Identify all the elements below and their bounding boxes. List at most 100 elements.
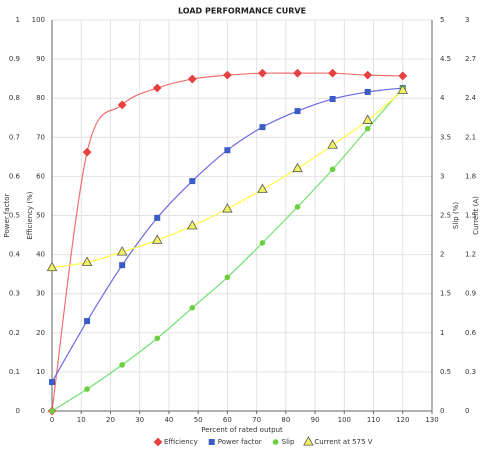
marker (257, 183, 268, 193)
x-tick-label: 100 (338, 416, 351, 424)
marker (364, 125, 371, 132)
marker (154, 214, 161, 221)
legend-marker (303, 436, 314, 446)
marker (154, 335, 161, 342)
y-tick-label: 60 (36, 172, 45, 180)
legend-marker (272, 439, 279, 445)
y-tick-label: 80 (36, 94, 45, 102)
y-tick-label: 0 (16, 407, 20, 415)
x-tick-label: 60 (223, 416, 232, 424)
y-tick-label: 2.4 (465, 94, 477, 102)
marker (397, 84, 409, 94)
marker (292, 162, 303, 173)
legend-label: Slip (282, 438, 295, 446)
x-tick-label: 30 (135, 416, 144, 424)
legend-label: Efficiency (164, 438, 198, 446)
marker (46, 261, 58, 272)
y-tick-label: 4.5 (440, 55, 451, 63)
x-tick-label: 90 (311, 416, 320, 424)
x-tick-label: 10 (77, 416, 86, 424)
marker (187, 220, 198, 230)
marker (189, 304, 196, 311)
marker (49, 379, 55, 386)
marker (84, 386, 90, 392)
y-tick-label: 40 (36, 251, 45, 259)
y-tick-label: 4 (440, 94, 445, 102)
y-tick-label: 0.6 (9, 172, 21, 180)
y-tick-label: 100 (32, 16, 45, 24)
y-tick-label: 0.3 (465, 368, 476, 376)
y-tick-label: 3.5 (440, 133, 451, 141)
y-tick-label: 1.8 (465, 172, 476, 180)
y-tick-label: 5 (440, 16, 444, 24)
y-tick-label: 3 (465, 16, 469, 24)
legend-label: Current at 575 V (314, 438, 372, 446)
marker (116, 246, 128, 256)
marker (329, 166, 336, 173)
y-tick-label: 50 (36, 212, 45, 220)
marker (222, 70, 232, 80)
y-tick-label: 90 (36, 55, 45, 63)
x-tick-label: 20 (106, 416, 115, 424)
marker (293, 68, 302, 78)
y-tick-label: 1.5 (440, 290, 451, 298)
y-tick-label: 1 (16, 16, 20, 24)
y-tick-label: 0.7 (9, 133, 20, 141)
marker (81, 256, 93, 266)
x-tick-label: 110 (367, 416, 380, 424)
marker (328, 68, 338, 78)
y-tick-label: 1 (440, 329, 444, 337)
marker (187, 74, 197, 84)
y-tick-label: 0.4 (9, 251, 21, 259)
y-tick-label: 10 (36, 368, 45, 376)
y-tick-label: 0.6 (465, 329, 477, 337)
marker (294, 204, 301, 210)
marker (84, 318, 91, 325)
marker (189, 178, 196, 185)
y-tick-label: 1.2 (465, 251, 476, 259)
marker (398, 71, 408, 81)
marker (362, 114, 373, 124)
y-tick-label: 30 (36, 290, 45, 298)
x-tick-label: 50 (194, 416, 203, 424)
marker (224, 274, 231, 281)
y-tick-label: 70 (36, 133, 45, 141)
legend-marker (208, 439, 215, 445)
x-axis-label: Percent of rated output (201, 426, 283, 434)
y-axis-label: Power factor (3, 193, 11, 237)
marker (259, 240, 266, 246)
marker (49, 408, 55, 414)
marker (363, 70, 373, 80)
marker (82, 147, 92, 157)
x-tick-label: 80 (281, 416, 290, 424)
y-axis-label: Efficiency (%) (26, 191, 34, 239)
y-tick-label: 0.3 (9, 290, 20, 298)
y-tick-label: 2.7 (465, 55, 476, 63)
marker (117, 100, 127, 110)
y-tick-label: 0.9 (9, 55, 20, 63)
marker (259, 124, 266, 131)
marker (224, 147, 231, 154)
y-tick-label: 0.1 (9, 368, 20, 376)
marker (258, 68, 267, 78)
y-tick-label: 2 (440, 251, 444, 259)
y-tick-label: 2.1 (465, 133, 476, 141)
y-tick-label: 0.9 (465, 290, 476, 298)
y-tick-label: 2.5 (440, 212, 451, 220)
y-tick-label: 0.5 (9, 212, 20, 220)
legend-label: Power factor (218, 438, 262, 446)
marker (294, 108, 301, 115)
marker (329, 95, 336, 102)
marker (119, 362, 125, 368)
x-tick-label: 120 (396, 416, 409, 424)
marker (119, 262, 126, 269)
marker (152, 83, 162, 93)
x-tick-label: 70 (252, 416, 261, 424)
marker (222, 203, 233, 213)
chart-title: LOAD PERFORMANCE CURVE (178, 7, 306, 16)
marker (151, 234, 163, 244)
x-tick-label: 130 (425, 416, 438, 424)
x-tick-label: 40 (164, 416, 173, 424)
y-tick-label: 0 (41, 407, 45, 415)
